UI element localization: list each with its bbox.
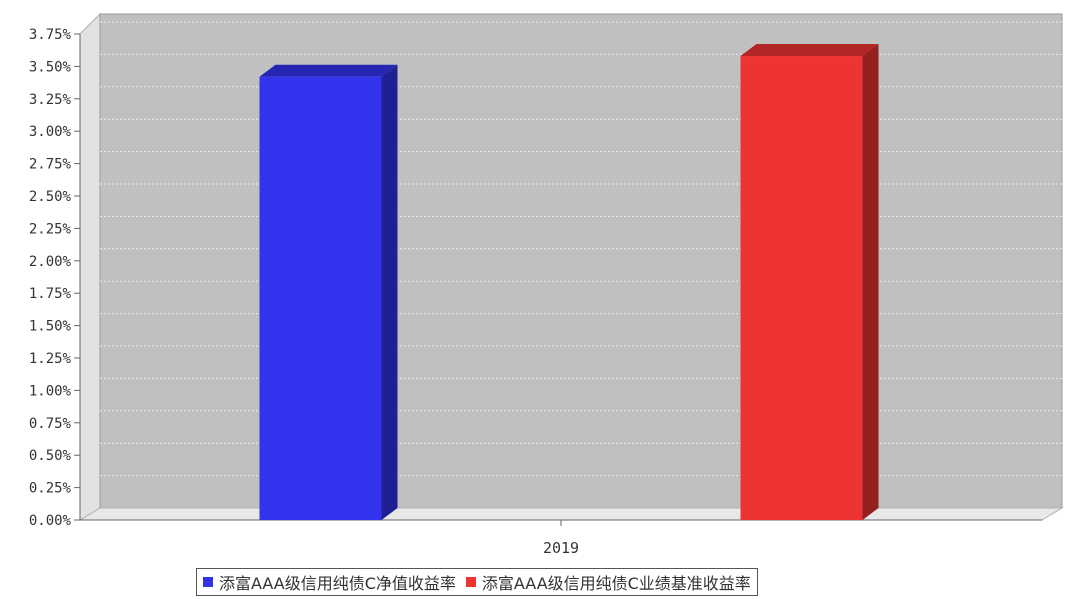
y-tick-label: 1.75% <box>29 286 72 302</box>
bar <box>740 44 879 520</box>
y-tick-label: 2.25% <box>29 221 72 237</box>
plot-back-wall <box>99 13 1063 509</box>
y-tick-label: 0.25% <box>29 481 72 497</box>
y-axis: 0.00% 0.25% 0.50% 0.75% 1.00% 1.25% 1.50% 1.75%… <box>29 27 81 529</box>
legend-label-series-2: 添富AAA级信用纯债C业绩基准收益率 <box>481 574 751 593</box>
bar-front <box>740 56 863 520</box>
y-tick-label: 2.00% <box>29 254 72 270</box>
y-tick-label: 3.25% <box>29 92 72 108</box>
y-tick-label: 3.00% <box>29 124 72 140</box>
bars <box>259 44 879 520</box>
legend-swatch-series-2 <box>465 577 476 587</box>
legend: 添富AAA级信用纯债C净值收益率 添富AAA级信用纯债C业绩基准收益率 <box>196 568 758 596</box>
y-tick-label: 0.75% <box>29 416 72 432</box>
bar-front <box>259 76 382 520</box>
bar-top <box>740 44 879 57</box>
x-axis: 2019 <box>80 519 1042 557</box>
legend-swatch-series-1 <box>203 577 213 587</box>
y-tick-label: 2.50% <box>29 189 72 205</box>
y-tick-label: 0.00% <box>29 513 72 529</box>
y-tick-label: 2.75% <box>29 157 72 173</box>
plot-left-wall <box>79 12 101 521</box>
bar <box>259 64 398 520</box>
bar-side <box>862 44 879 520</box>
y-tick-label: 1.50% <box>29 319 72 335</box>
y-tick-label: 3.75% <box>29 27 72 43</box>
legend-label-series-1: 添富AAA级信用纯债C净值收益率 <box>219 574 456 593</box>
bar-top <box>259 64 398 77</box>
y-tick-label: 1.00% <box>29 383 72 399</box>
y-tick-label: 3.50% <box>29 59 72 75</box>
bar-side <box>381 64 398 520</box>
x-tick-label: 2019 <box>543 539 579 557</box>
plot-floor <box>78 507 1064 521</box>
y-tick-label: 1.25% <box>29 351 72 367</box>
y-tick-label: 0.50% <box>29 448 72 464</box>
